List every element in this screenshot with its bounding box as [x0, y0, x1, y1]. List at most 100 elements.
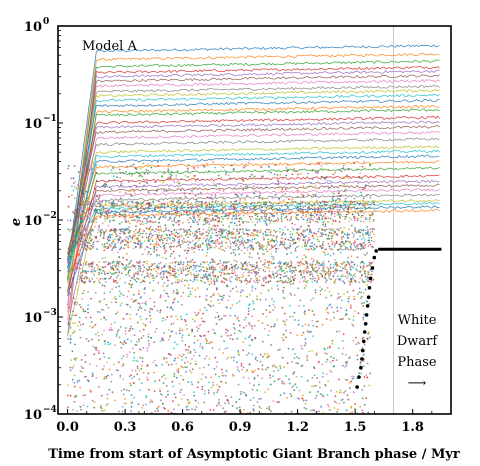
scatter-point [129, 351, 131, 354]
scatter-point [281, 280, 284, 283]
scatter-point [152, 289, 155, 292]
scatter-point [300, 200, 302, 203]
scatter-point [102, 205, 105, 208]
scatter-point [362, 220, 365, 223]
scatter-point [302, 275, 304, 278]
scatter-point [199, 343, 202, 345]
scatter-point [343, 209, 345, 211]
scatter-point [142, 185, 145, 188]
scatter-point [354, 272, 357, 275]
scatter-point [239, 276, 241, 279]
scatter-point [119, 326, 122, 328]
scatter-point [350, 304, 352, 307]
scatter-point [292, 243, 294, 246]
scatter-point [268, 260, 271, 263]
scatter-point [246, 186, 249, 189]
scatter-point [289, 278, 292, 280]
scatter-point [340, 275, 343, 278]
scatter-point [261, 206, 263, 209]
scatter-point [172, 245, 175, 248]
scatter-point [357, 247, 360, 250]
scatter-point [305, 399, 308, 402]
scatter-point [353, 280, 356, 282]
scatter-point [344, 275, 347, 278]
scatter-point [277, 262, 279, 265]
scatter-point [156, 160, 159, 163]
scatter-point [169, 274, 172, 277]
scatter-point [206, 276, 209, 278]
evolution-track [67, 130, 440, 312]
scatter-point [110, 301, 113, 304]
scatter-point [205, 234, 207, 237]
scatter-point [221, 280, 224, 283]
scatter-point [134, 167, 137, 170]
scatter-point [150, 337, 153, 339]
scatter-point [304, 310, 306, 313]
scatter-point [118, 168, 121, 171]
scatter-point [165, 396, 168, 398]
scatter-point [112, 203, 114, 205]
scatter-point [223, 340, 226, 343]
scatter-point [335, 401, 338, 404]
scatter-point [350, 224, 353, 227]
scatter-point [105, 281, 107, 283]
scatter-point [300, 334, 303, 337]
scatter-point [76, 184, 79, 186]
scatter-point [286, 164, 289, 167]
scatter-point [102, 208, 105, 211]
scatter-point [192, 187, 194, 190]
scatter-point [324, 233, 327, 236]
scatter-point [310, 229, 312, 232]
scatter-point [137, 302, 140, 304]
scatter-point [322, 260, 325, 263]
scatter-point [143, 172, 146, 174]
scatter-point [244, 263, 247, 265]
scatter-point [328, 209, 331, 212]
scatter-point [325, 248, 328, 250]
scatter-point [101, 222, 104, 225]
scatter-point [215, 245, 217, 247]
scatter-point [346, 174, 348, 177]
scatter-point [71, 378, 74, 381]
scatter-point [312, 275, 314, 277]
scatter-point [206, 217, 208, 220]
scatter-point [183, 211, 185, 213]
scatter-point [218, 203, 221, 205]
scatter-point [282, 269, 285, 272]
scatter-point [221, 374, 223, 377]
scatter-point [117, 241, 119, 243]
scatter-point [190, 177, 193, 180]
scatter-point [196, 206, 199, 208]
scatter-point [234, 193, 237, 196]
scatter-point [214, 241, 216, 243]
scatter-point [231, 373, 234, 376]
scatter-point [81, 292, 84, 295]
scatter-point [73, 212, 75, 215]
scatter-point [174, 268, 176, 270]
scatter-point [259, 260, 262, 262]
scatter-point [164, 202, 166, 204]
scatter-point [339, 252, 342, 254]
scatter-point [145, 218, 147, 220]
scatter-point [317, 207, 320, 209]
scatter-point [79, 260, 82, 263]
scatter-point [187, 164, 190, 167]
scatter-point [129, 262, 131, 265]
scatter-point [230, 201, 232, 203]
scatter-point [123, 388, 125, 391]
scatter-point [246, 263, 249, 265]
scatter-point [322, 372, 324, 374]
scatter-point [193, 217, 195, 219]
scatter-point [110, 169, 113, 172]
scatter-point [242, 349, 245, 352]
scatter-point [256, 295, 258, 297]
scatter-point [330, 306, 333, 309]
scatter-point [340, 262, 342, 265]
scatter-point [76, 264, 78, 266]
scatter-point [362, 242, 364, 245]
scatter-point [254, 208, 257, 211]
scatter-point [67, 287, 70, 289]
scatter-point [175, 221, 178, 224]
scatter-point [149, 231, 152, 233]
scatter-point [245, 394, 247, 397]
